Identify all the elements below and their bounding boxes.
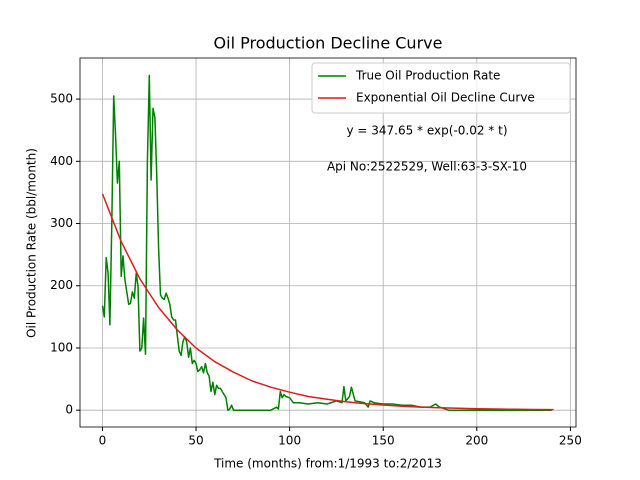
legend-label: True Oil Production Rate — [355, 69, 500, 83]
legend-box — [311, 62, 571, 114]
x-tick-label: 250 — [559, 434, 582, 448]
x-tick-label: 100 — [278, 434, 301, 448]
y-tick-label: 0 — [65, 403, 73, 417]
plot-frame — [79, 57, 577, 428]
chart-title: Oil Production Decline Curve — [214, 34, 443, 53]
x-tick-label: 200 — [465, 434, 488, 448]
annotation: y = 347.65 * exp(-0.02 * t) — [346, 124, 507, 138]
legend-label: Exponential Oil Decline Curve — [356, 91, 535, 105]
y-tick-label: 300 — [50, 216, 73, 230]
series-line — [101, 74, 552, 411]
y-tick-label: 200 — [50, 278, 73, 292]
x-tick-label: 50 — [188, 434, 203, 448]
y-tick-label: 500 — [50, 92, 73, 106]
y-axis-label: Oil Production Rate (bbl/month) — [25, 148, 39, 338]
y-tick-label: 100 — [50, 340, 73, 354]
annotation: Api No:2522529, Well:63-3-SX-10 — [327, 160, 527, 174]
x-tick-label: 0 — [99, 434, 107, 448]
series-line — [101, 193, 554, 411]
x-tick-label: 150 — [372, 434, 395, 448]
y-tick-label: 400 — [50, 154, 73, 168]
x-axis-label: Time (months) from:1/1993 to:2/2013 — [213, 457, 442, 471]
